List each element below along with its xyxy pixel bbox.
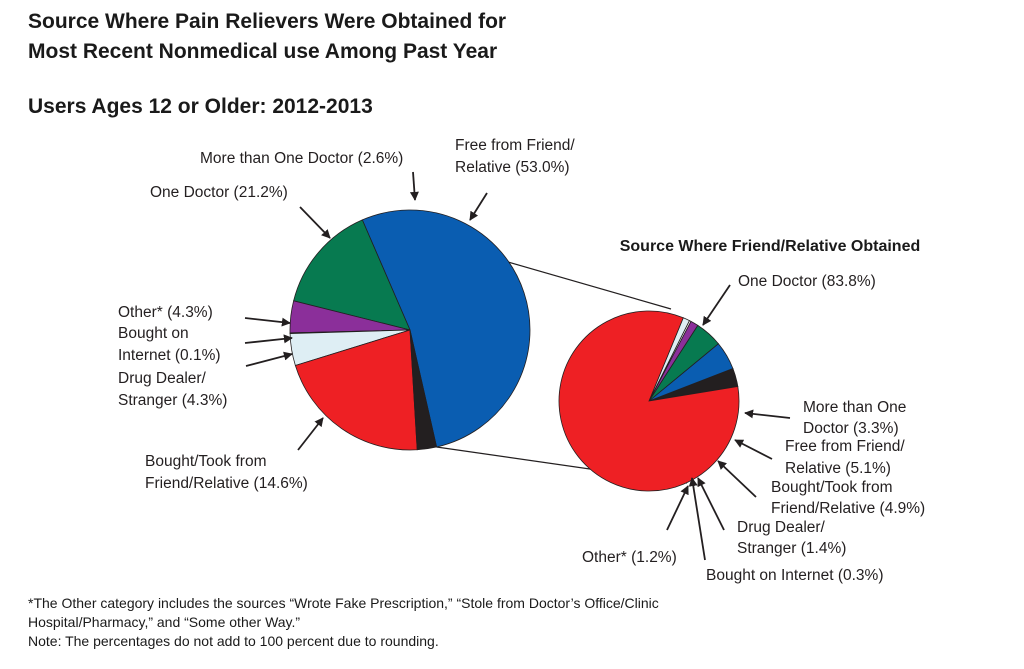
pie-sub-bought-on-internet-label-line-1: Bought on Internet (0.3%) — [706, 567, 884, 584]
footnote-line-3: Note: The percentages do not add to 100 … — [28, 633, 439, 649]
pie-sub-more-than-one-doctor-label-line-2: Doctor (3.3%) — [803, 420, 899, 437]
chart-title-line-3: Users Ages 12 or Older: 2012-2013 — [28, 95, 373, 118]
pie-sub-bought-took-from-friend-relative-label-line-1: Bought/Took from — [771, 479, 892, 496]
pie-sub-more-than-one-doctor-arrow — [744, 409, 791, 419]
pie-main-drug-dealer-stranger-arrow — [245, 351, 293, 367]
pie-sub-free-from-friend-relative-label-line-2: Relative (5.1%) — [785, 460, 891, 477]
pie-main-slice-more-than-one-doctor — [409, 329, 438, 451]
pie-main-bought-on-internet-label-line-1: Bought on — [118, 325, 189, 342]
pie-sub-other-arrow — [666, 485, 689, 531]
pie-main-one-doctor-arrow — [299, 206, 331, 239]
pie-main-bought-took-from-friend-relative-label-line-2: Friend/Relative (14.6%) — [145, 475, 308, 492]
pie-main-drug-dealer-stranger-label-line-2: Stranger (4.3%) — [118, 392, 227, 409]
pie-sub-slice-one-doctor — [558, 310, 740, 492]
chart-title-line-2: Most Recent Nonmedical use Among Past Ye… — [28, 40, 498, 63]
pie-main-other-arrow — [244, 317, 291, 327]
pie-main-bought-took-from-friend-relative-arrow — [297, 417, 324, 451]
pie-main-bought-on-internet-label-line-2: Internet (0.1%) — [118, 347, 221, 364]
pie-sub-other-label-line-1: Other* (1.2%) — [582, 549, 677, 566]
footnote-line-2: Hospital/Pharmacy,” and “Some other Way.… — [28, 614, 301, 630]
pie-main-free-from-friend-relative-label-line-2: Relative (53.0%) — [455, 159, 570, 176]
pie-sub-bought-took-from-friend-relative-arrow — [717, 460, 757, 498]
chart-title-line-1: Source Where Pain Relievers Were Obtaine… — [28, 10, 507, 33]
pie-sub-drug-dealer-stranger-label-line-1: Drug Dealer/ — [737, 519, 826, 536]
pie-main-one-doctor-label-line-1: One Doctor (21.2%) — [150, 184, 288, 201]
pie-main-drug-dealer-stranger-label-line-1: Drug Dealer/ — [118, 370, 207, 387]
pie-sub-bought-on-internet-arrow — [688, 477, 706, 561]
pie-sub-one-doctor-arrow — [702, 284, 731, 326]
pie-main-more-than-one-doctor-arrow — [409, 171, 419, 201]
pie-main-more-than-one-doctor-label-line-1: More than One Doctor (2.6%) — [200, 150, 403, 167]
pie-main-slice-one-doctor — [294, 329, 418, 451]
pie-main-bought-on-internet-arrow — [244, 334, 293, 344]
pie-sub-bought-took-from-friend-relative-label-line-2: Friend/Relative (4.9%) — [771, 500, 925, 517]
pie-sub-free-from-friend-relative-arrow — [734, 439, 773, 460]
footnote-line-1: *The Other category includes the sources… — [28, 595, 659, 611]
pie-main-free-from-friend-relative-label-line-1: Free from Friend/ — [455, 137, 575, 154]
pie-main-other-label-line-1: Other* (4.3%) — [118, 304, 213, 321]
sub-chart-title: Source Where Friend/Relative Obtained — [620, 238, 921, 255]
pie-main-bought-took-from-friend-relative-label-line-1: Bought/Took from — [145, 453, 266, 470]
pie-main-slice-bought-took-from-friend-relative — [293, 219, 411, 331]
pie-sub-more-than-one-doctor-label-line-1: More than One — [803, 399, 906, 416]
pie-main-free-from-friend-relative-arrow — [469, 192, 488, 221]
pie-sub-free-from-friend-relative-label-line-1: Free from Friend/ — [785, 438, 905, 455]
pie-sub-one-doctor-label-line-1: One Doctor (83.8%) — [738, 273, 876, 290]
pie-sub-drug-dealer-stranger-label-line-2: Stranger (1.4%) — [737, 540, 846, 557]
pie-main-slice-free-from-friend-relative — [361, 209, 531, 448]
pie-sub-drug-dealer-stranger-arrow — [697, 477, 725, 531]
